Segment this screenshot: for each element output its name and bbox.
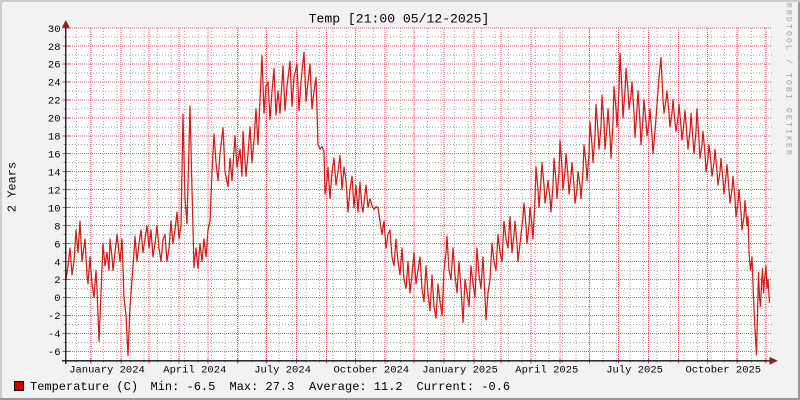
svg-text:6: 6 (54, 239, 60, 251)
svg-text:Min: -6.5: Min: -6.5 (151, 380, 216, 394)
svg-text:2 Years: 2 Years (6, 162, 20, 212)
svg-text:Average: 11.2: Average: 11.2 (309, 380, 403, 394)
svg-text:RRDTOOL / TOBI OETIKER: RRDTOOL / TOBI OETIKER (784, 3, 793, 157)
svg-text:April 2024: April 2024 (163, 365, 226, 377)
svg-text:14: 14 (48, 168, 61, 180)
svg-text:4: 4 (54, 257, 60, 269)
svg-text:0: 0 (54, 293, 60, 305)
svg-text:2: 2 (54, 275, 60, 287)
svg-text:January 2025: January 2025 (422, 365, 498, 377)
svg-text:8: 8 (54, 221, 60, 233)
svg-text:22: 22 (48, 96, 61, 108)
svg-text:24: 24 (48, 78, 61, 90)
svg-text:30: 30 (48, 24, 61, 36)
svg-text:April 2025: April 2025 (515, 365, 578, 377)
svg-text:October 2025: October 2025 (685, 365, 761, 377)
svg-text:20: 20 (48, 114, 61, 126)
svg-text:26: 26 (48, 60, 61, 72)
svg-text:18: 18 (48, 132, 61, 144)
svg-text:16: 16 (48, 150, 61, 162)
svg-text:Temperature (C): Temperature (C) (30, 380, 138, 394)
svg-text:-6: -6 (48, 347, 61, 359)
svg-text:-4: -4 (48, 329, 61, 341)
svg-text:July 2024: July 2024 (254, 365, 311, 377)
svg-text:July 2025: July 2025 (606, 365, 663, 377)
svg-text:28: 28 (48, 42, 61, 54)
svg-text:January 2024: January 2024 (69, 365, 145, 377)
svg-text:Max: 27.3: Max: 27.3 (230, 380, 295, 394)
svg-text:12: 12 (48, 185, 61, 197)
svg-text:Temp [21:00 05/12-2025]: Temp [21:00 05/12-2025] (309, 12, 490, 27)
svg-text:10: 10 (48, 203, 61, 215)
svg-text:October 2024: October 2024 (333, 365, 409, 377)
svg-text:-2: -2 (48, 311, 61, 323)
svg-text:Current: -0.6: Current: -0.6 (417, 380, 511, 394)
